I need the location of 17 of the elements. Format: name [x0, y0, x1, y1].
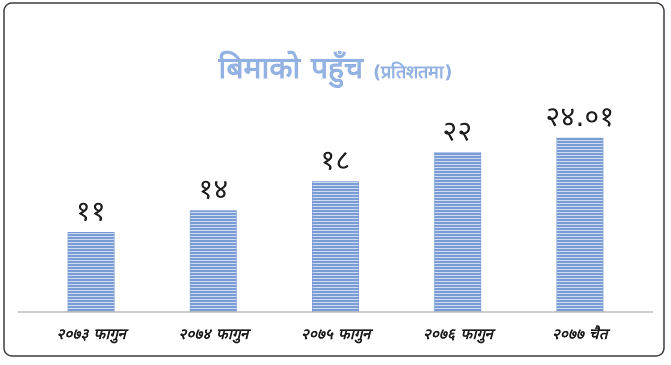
data-label: २२	[442, 114, 473, 148]
data-label: ११	[76, 194, 106, 228]
data-label: १८	[320, 144, 350, 177]
x-tick-label: २०७४ फागुन	[178, 325, 252, 344]
x-tick-label: २०७६ फागुन	[423, 325, 496, 344]
chart-subtitle: (प्रतिशतमा)	[373, 61, 452, 83]
x-tick-label: २०७३ फागुन	[56, 325, 130, 344]
chart-title: बिमाको पहुँच	[218, 50, 364, 89]
data-label: २४.०१	[545, 100, 614, 133]
bar	[68, 232, 115, 312]
data-label: १४	[198, 172, 228, 206]
bar	[190, 210, 237, 312]
bar	[556, 138, 604, 312]
x-tick-label: २०७७ चैत	[552, 325, 612, 343]
x-tick-label: २०७५ फागुन	[300, 325, 374, 344]
bar	[434, 152, 482, 312]
bar	[312, 181, 359, 312]
